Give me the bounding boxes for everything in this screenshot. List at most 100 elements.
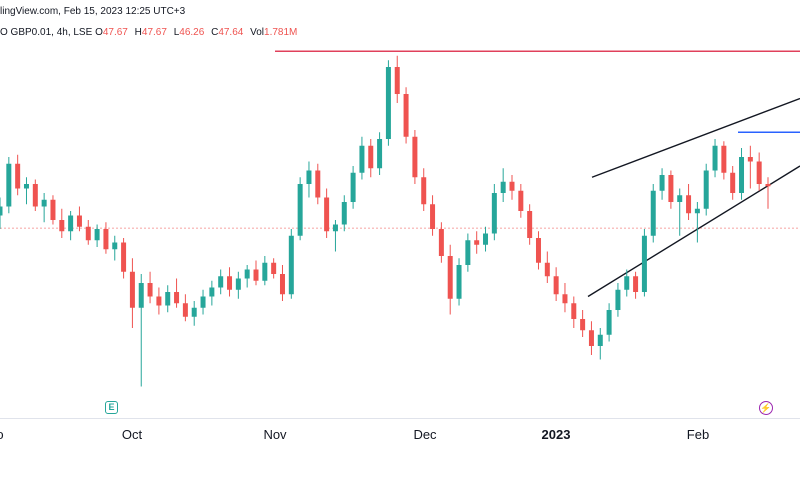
candle-body	[59, 220, 65, 232]
candle-body	[182, 303, 188, 317]
symbol-label: O GBP0.01, 4h, LSE	[0, 27, 93, 38]
high-label: H	[134, 27, 142, 38]
candle-body	[341, 202, 347, 225]
candle-body	[244, 269, 250, 279]
open-value: 47.67	[102, 27, 128, 38]
close-label: C	[211, 27, 219, 38]
low-value: 46.26	[179, 27, 205, 38]
x-tick-dec: Dec	[413, 427, 437, 442]
candle-body	[332, 224, 338, 232]
high-value: 47.67	[141, 27, 167, 38]
candle-body	[403, 94, 409, 137]
candle-body	[438, 229, 444, 256]
candle-body	[456, 265, 462, 299]
candle-body	[430, 204, 436, 229]
candle-body	[68, 215, 74, 232]
candle-body	[121, 242, 127, 272]
candle-body	[94, 229, 100, 241]
flash-event-icon[interactable]: ⚡	[759, 401, 773, 415]
earnings-event-icon[interactable]: E	[105, 401, 118, 414]
candle-body	[262, 262, 268, 281]
candle-body	[156, 296, 162, 306]
chart-area[interactable]: lingView.com, Feb 15, 2023 12:25 UTC+3 O…	[0, 0, 800, 450]
candle-body	[421, 177, 427, 205]
bottom-strip	[0, 450, 800, 477]
candle-body	[6, 163, 12, 207]
candle-body	[279, 274, 285, 295]
candle-body	[712, 145, 718, 171]
price-chart[interactable]	[0, 0, 800, 418]
wedge-upper-trendline	[591, 97, 800, 178]
candle-body	[368, 145, 374, 169]
candle-body	[412, 136, 418, 178]
candle-body	[580, 319, 586, 331]
candle-body	[41, 199, 47, 207]
candle-body	[624, 276, 630, 290]
candle-body	[350, 172, 356, 202]
open-label: O	[95, 27, 103, 38]
volume-value: 1.781M	[264, 27, 298, 38]
candle-body	[85, 226, 91, 241]
candle-body	[50, 199, 56, 220]
candle-body	[306, 170, 312, 184]
candle-body	[32, 184, 38, 207]
candle-body	[571, 303, 577, 319]
wedge-lower-trendline	[587, 165, 800, 298]
candle-body	[765, 184, 771, 187]
candle-body	[0, 206, 3, 216]
candle-body	[597, 334, 603, 346]
x-axis[interactable]: o Oct Nov Dec 2023 Feb	[0, 418, 800, 451]
candle-body	[103, 229, 109, 250]
candle-body	[23, 184, 29, 189]
candle-body	[359, 145, 365, 173]
candle-body	[138, 283, 144, 308]
candle-body	[677, 195, 683, 202]
candle-body	[659, 175, 665, 191]
candle-body	[315, 170, 321, 198]
candle-body	[147, 283, 153, 297]
candle-body	[191, 307, 197, 317]
x-tick-sep: o	[0, 427, 4, 442]
candle-body	[633, 276, 639, 292]
candle-body	[324, 197, 330, 232]
candle-body	[606, 310, 612, 335]
candle-body	[253, 269, 259, 281]
x-tick-oct: Oct	[121, 427, 143, 442]
candle-body	[730, 172, 736, 193]
x-tick-feb: Feb	[686, 427, 710, 442]
candle-body	[15, 163, 21, 189]
candle-body	[447, 256, 453, 299]
candle-body	[509, 181, 515, 191]
candle-body	[756, 161, 762, 184]
candle-body	[615, 289, 621, 310]
candle-body	[174, 292, 180, 304]
candle-body	[129, 271, 135, 308]
candle-body	[588, 330, 594, 346]
candle-body	[483, 233, 489, 245]
candle-body	[703, 170, 709, 209]
candle-body	[165, 292, 171, 306]
candle-body	[235, 278, 241, 290]
candle-body	[218, 276, 224, 288]
candle-body	[385, 67, 391, 139]
candle-body	[518, 190, 524, 211]
candle-body	[535, 238, 541, 263]
candle-body	[112, 242, 118, 250]
candle-body	[641, 235, 647, 292]
candle-body	[668, 175, 674, 202]
candle-body	[209, 287, 215, 297]
candle-body	[694, 208, 700, 214]
candle-body	[553, 276, 559, 295]
candle-body	[377, 139, 383, 169]
candle-body	[562, 294, 568, 304]
candle-body	[491, 193, 497, 234]
ohlc-legend: O GBP0.01, 4h, LSE O47.67 H47.67 L46.26 …	[0, 27, 301, 38]
candle-body	[297, 184, 303, 236]
candle-body	[544, 262, 550, 277]
candle-body	[747, 157, 753, 162]
candle-body	[721, 145, 727, 173]
header-source: lingView.com, Feb 15, 2023 12:25 UTC+3	[0, 6, 186, 17]
candle-body	[200, 296, 206, 308]
candle-body	[465, 240, 471, 265]
candle-body	[739, 157, 745, 193]
